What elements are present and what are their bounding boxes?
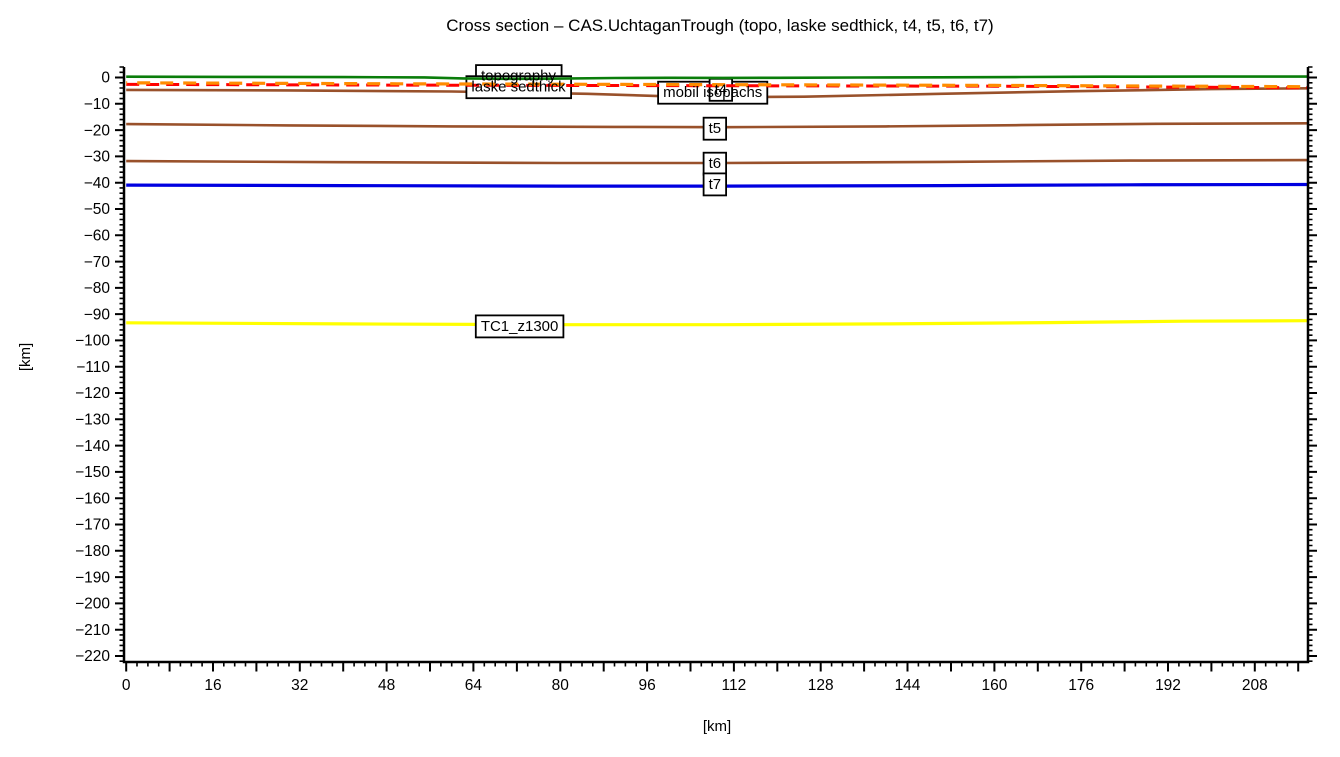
major-ticks xyxy=(115,76,1317,672)
y-tick-label: −50 xyxy=(84,201,111,218)
y-tick-label: −200 xyxy=(75,596,110,613)
y-tick-label: −190 xyxy=(75,569,110,586)
x-tick-label: 128 xyxy=(808,677,834,694)
y-tick-label: −70 xyxy=(84,254,111,271)
y-tick-label: −170 xyxy=(75,517,110,534)
y-tick-label: −220 xyxy=(75,648,110,665)
x-tick-label: 0 xyxy=(122,677,131,694)
axis-frame: 0 −10 −20 −30 −40 −50 −60 −70 −80 −90 −100 −110 −120… xyxy=(17,66,1317,735)
y-tick-label: −40 xyxy=(84,175,111,192)
line-label-t5: t5 xyxy=(709,120,722,137)
y-tick-label: −80 xyxy=(84,280,111,297)
series-topography xyxy=(126,75,1308,81)
y-tick-label: −100 xyxy=(75,333,110,350)
x-tick-label: 16 xyxy=(204,677,221,694)
y-tick-label: −90 xyxy=(84,306,111,323)
y-tick-label: −10 xyxy=(84,96,111,113)
x-tick-label: 64 xyxy=(465,677,483,694)
series-mobil-isopachs xyxy=(126,81,1309,89)
x-tick-label: 96 xyxy=(638,677,655,694)
y-tick-label: −140 xyxy=(75,438,110,455)
x-tick-label: 160 xyxy=(981,677,1007,694)
line-label-laske-sedthick: laske sedthick xyxy=(471,79,566,96)
x-tick-label: 208 xyxy=(1242,677,1268,694)
series-TC1_z1300 xyxy=(126,319,1309,327)
y-tick-label: 0 xyxy=(101,70,110,87)
y-tick-label: −210 xyxy=(75,622,110,639)
line-label-t4: t4 xyxy=(715,81,728,98)
y-tick-label: −130 xyxy=(75,412,110,429)
x-tick-label: 48 xyxy=(378,677,395,694)
line-label-TC1_z1300: TC1_z1300 xyxy=(481,318,559,335)
minor-ticks xyxy=(119,66,1313,667)
x-tick-label: 80 xyxy=(552,677,570,694)
x-tick-label: 144 xyxy=(895,677,921,694)
line-label-t7: t7 xyxy=(709,176,722,193)
label-box-t7 xyxy=(702,172,727,197)
line-label-t6: t6 xyxy=(709,155,722,172)
y-tick-label: −120 xyxy=(75,385,110,402)
y-tick-label: −160 xyxy=(75,490,110,507)
x-axis-label: [km] xyxy=(703,718,731,735)
line-label-mobil-isopachs: mobil isopachs xyxy=(663,84,762,101)
label-box-laske-sedthick xyxy=(465,75,572,100)
y-axis-label: [km] xyxy=(17,343,34,371)
line-label-topography: topography xyxy=(481,68,557,85)
annotation-boxes xyxy=(465,64,769,339)
x-tick-label: 112 xyxy=(722,677,747,694)
x-tick-label: 192 xyxy=(1155,677,1181,694)
x-tick-label: 32 xyxy=(291,677,308,694)
label-box-TC1_z1300 xyxy=(474,314,565,339)
chart-title: Cross section – CAS.UchtaganTrough (topo… xyxy=(446,16,993,35)
x-tick-label: 176 xyxy=(1068,677,1094,694)
y-tick-label: −30 xyxy=(84,149,111,166)
y-tick-label: −110 xyxy=(76,359,110,376)
series-layer-above xyxy=(126,75,1309,90)
y-tick-label: −180 xyxy=(75,543,110,560)
y-tick-label: −60 xyxy=(84,228,111,245)
y-tick-label: −20 xyxy=(84,122,111,139)
label-box-t5 xyxy=(702,116,727,141)
y-tick-label: −150 xyxy=(75,464,110,481)
